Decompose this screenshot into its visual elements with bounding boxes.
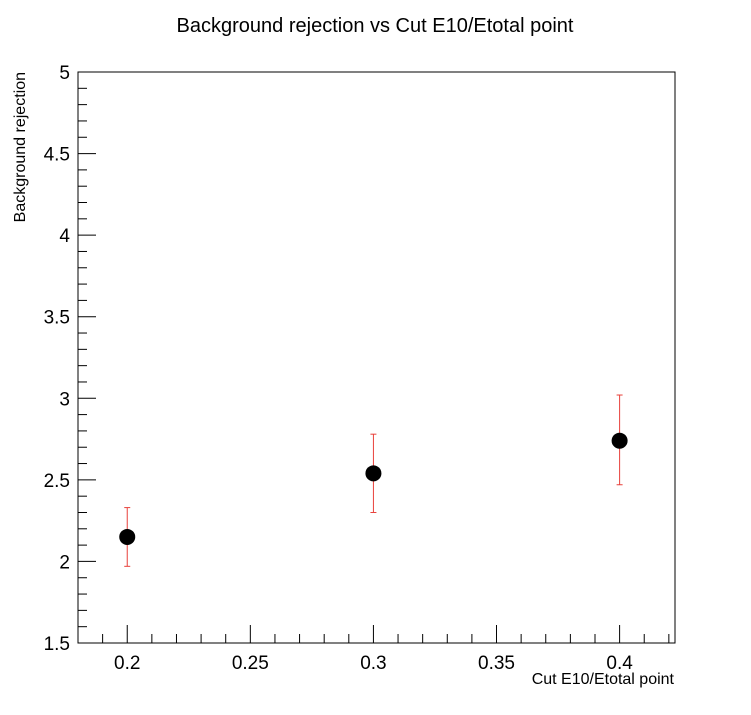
y-axis-ticks	[78, 71, 96, 644]
x-tick-label: 0.3	[360, 653, 386, 674]
y-tick-label: 4	[59, 226, 70, 247]
x-tick-label: 0.25	[232, 653, 269, 674]
data-point	[365, 465, 382, 482]
x-axis-ticks	[77, 625, 670, 643]
y-tick-label: 2.5	[44, 471, 70, 492]
data-markers	[119, 432, 628, 545]
y-tick-label: 1.5	[44, 634, 70, 655]
x-tick-label: 0.4	[606, 653, 633, 674]
y-tick-label: 3	[59, 389, 70, 410]
y-tick-label: 4.5	[44, 145, 70, 166]
y-tick-label: 2	[59, 552, 70, 573]
x-tick-label: 0.2	[114, 653, 140, 674]
plot-frame	[77, 71, 676, 644]
data-point	[611, 432, 628, 449]
chart-title: Background rejection vs Cut E10/Etotal p…	[177, 15, 574, 37]
x-axis-tick-labels: 0.2 0.25 0.3 0.35 0.4	[114, 653, 633, 674]
x-axis-label: Cut E10/Etotal point	[532, 671, 675, 688]
y-axis-tick-labels: 1.5 2 2.5 3 3.5 4 4.5 5	[44, 63, 71, 655]
data-point	[119, 528, 136, 545]
y-tick-label: 3.5	[44, 308, 70, 329]
y-axis-label: Background rejection	[12, 72, 29, 222]
x-tick-label: 0.35	[478, 653, 515, 674]
y-tick-label: 5	[59, 63, 70, 84]
